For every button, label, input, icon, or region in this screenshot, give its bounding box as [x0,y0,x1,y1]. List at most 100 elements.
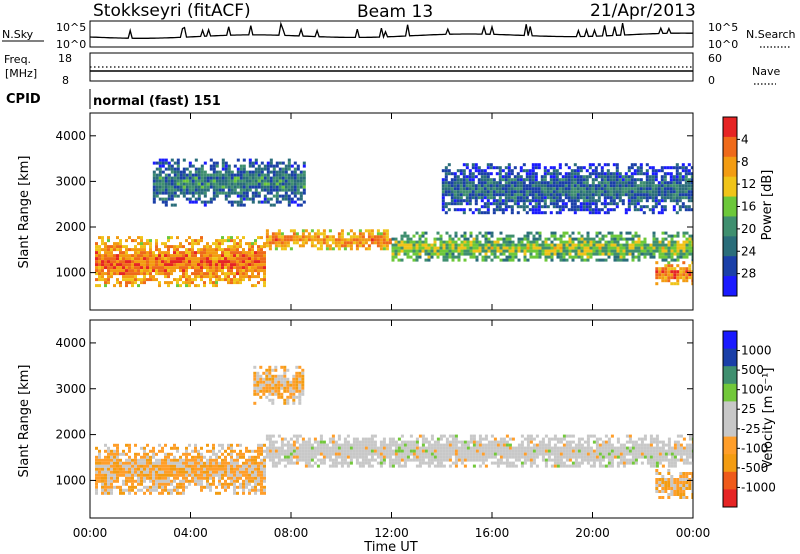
heatmap-cell [134,260,137,264]
heatmap-cell [577,231,581,235]
heatmap-cell [319,461,323,465]
heatmap-cell [236,260,239,264]
heatmap-cell [415,446,419,450]
heatmap-cell [358,464,362,468]
heatmap-cell [418,455,422,459]
heatmap-cell [110,482,113,486]
heatmap-cell [453,193,457,197]
heatmap-cell [101,470,104,474]
heatmap-cell [203,260,206,264]
heatmap-cell [293,185,297,189]
heatmap-cell [487,249,491,253]
heatmap-cell [128,446,131,450]
heatmap-cell [562,461,566,465]
heatmap-cell [280,440,284,444]
heatmap-cell [218,260,221,264]
heatmap-cell [507,178,511,182]
heatmap-cell [164,191,168,195]
heatmap-cell [442,240,446,244]
heatmap-cell [687,181,691,185]
heatmap-cell [194,464,197,468]
heatmap-cell [601,249,605,253]
heatmap-cell [221,473,224,477]
heatmap-cell [489,181,493,185]
heatmap-cell [212,182,216,186]
heatmap-cell [125,251,128,255]
heatmap-cell [682,243,686,247]
heatmap-cell [633,205,637,209]
heatmap-cell [481,258,485,262]
heatmap-cell [170,470,173,474]
heatmap-cell [496,461,500,465]
heatmap-cell [571,258,575,262]
heatmap-cell [388,437,392,441]
heatmap-cell [122,257,125,261]
heatmap-cell [466,452,470,456]
heatmap-cell [526,434,530,438]
heatmap-cell [570,184,574,188]
heatmap-cell [197,455,200,459]
heatmap-cell [352,241,356,245]
heatmap-cell [421,446,425,450]
heatmap-cell [474,175,478,179]
heatmap-cell [212,257,215,261]
heatmap-cell [433,243,437,247]
heatmap-cell [586,237,590,241]
heatmap-cell [239,239,242,243]
heatmap-cell [676,246,680,250]
heatmap-cell [540,193,544,197]
heatmap-cell [601,237,605,241]
heatmap-cell [483,211,487,215]
heatmap-cell [209,254,212,258]
heatmap-cell [271,235,275,239]
heatmap-cell [343,446,347,450]
heatmap-cell [462,187,466,191]
heatmap-cell [158,284,161,288]
heatmap-cell [173,278,176,282]
heatmap-cell [152,449,155,453]
heatmap-cell [125,461,128,465]
heatmap-cell [630,184,634,188]
heatmap-cell [529,243,533,247]
heatmap-cell [588,208,592,212]
heatmap-cell [421,240,425,244]
heatmap-cell [483,181,487,185]
heatmap-cell [507,175,511,179]
heatmap-cell [531,208,535,212]
heatmap-cell [397,252,401,256]
heatmap-cell [552,196,556,200]
heatmap-cell [263,188,267,192]
heatmap-cell [469,234,473,238]
heatmap-cell [295,437,299,441]
heatmap-cell [679,255,683,259]
heatmap-cell [188,464,191,468]
heatmap-cell [484,434,488,438]
heatmap-cell [200,275,203,279]
heatmap-cell [673,258,677,262]
heatmap-cell [553,443,557,447]
heatmap-cell [167,248,170,252]
heatmap-cell [233,176,237,180]
heatmap-cell [633,190,637,194]
heatmap-cell [119,491,122,495]
heatmap-cell [570,193,574,197]
heatmap-cell [531,187,535,191]
heatmap-cell [436,440,440,444]
heatmap-cell [555,178,559,182]
heatmap-cell [224,260,227,264]
heatmap-cell [618,172,622,176]
heatmap-cell [672,190,676,194]
heatmap-cell [403,443,407,447]
heatmap-cell [286,446,290,450]
heatmap-cell [565,246,569,250]
heatmap-cell [302,161,306,165]
heatmap-cell [561,178,565,182]
heatmap-cell [251,263,254,267]
heatmap-cell [209,467,212,471]
heatmap-cell [582,184,586,188]
heatmap-cell [95,455,98,459]
heatmap-cell [537,187,541,191]
heatmap-cell [676,279,680,283]
heatmap-cell [511,243,515,247]
heatmap-cell [227,254,230,258]
